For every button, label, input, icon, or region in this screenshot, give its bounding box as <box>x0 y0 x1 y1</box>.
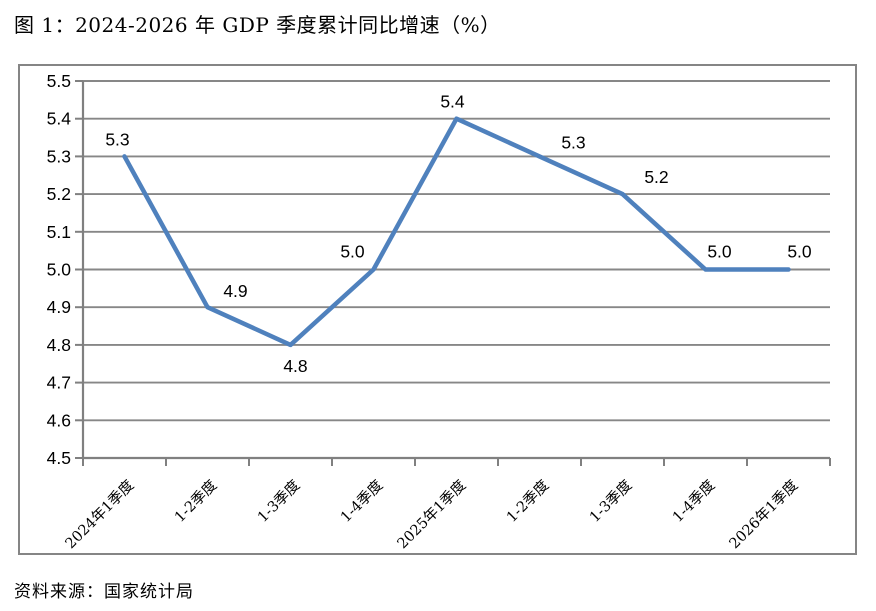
x-tick-label: 1-2季度 <box>171 477 220 526</box>
y-tick-label: 4.8 <box>47 335 71 355</box>
x-tick-label: 2026年1季度 <box>726 477 801 552</box>
data-label: 5.3 <box>561 132 585 152</box>
x-tick-label: 1-3季度 <box>254 477 303 526</box>
source-note: 资料来源：国家统计局 <box>14 582 194 602</box>
data-label: 5.0 <box>787 242 812 262</box>
y-tick-label: 5.3 <box>47 146 71 166</box>
data-label: 5.2 <box>644 167 668 187</box>
data-label: 5.0 <box>340 242 365 262</box>
data-label: 5.3 <box>105 129 129 149</box>
gdp-line-chart: 5.5 5.4 5.3 5.2 5.1 5.0 4.9 4.8 4.7 4.6 4.5 2024年1季… <box>47 71 831 552</box>
y-tick-label: 5.5 <box>47 71 71 91</box>
data-label: 5.4 <box>440 92 465 112</box>
x-tick-label: 1-3季度 <box>586 477 635 526</box>
series-line <box>122 116 791 348</box>
x-tick-label: 2024年1季度 <box>62 477 137 552</box>
y-tick-label: 5.1 <box>47 222 71 242</box>
chart-frame: 5.5 5.4 5.3 5.2 5.1 5.0 4.9 4.8 4.7 4.6 4.5 2024年1季… <box>18 64 857 555</box>
chart-title: 图 1：2024-2026 年 GDP 季度累计同比增速（%） <box>14 13 501 37</box>
y-tick-label: 4.9 <box>47 297 71 317</box>
y-tick-label: 5.4 <box>47 109 72 129</box>
x-tick-label: 1-2季度 <box>503 477 552 526</box>
y-tick-label: 4.5 <box>47 448 71 468</box>
data-label: 5.0 <box>707 242 732 262</box>
x-tick-label: 2025年1季度 <box>394 477 469 552</box>
y-tick-label: 5.0 <box>47 260 72 280</box>
x-tick-label: 1-4季度 <box>337 477 386 526</box>
y-tick-label: 4.6 <box>47 410 71 430</box>
data-label: 4.9 <box>223 281 247 301</box>
y-tick-label: 5.2 <box>47 184 71 204</box>
x-tick-label: 1-4季度 <box>669 477 718 526</box>
data-label: 4.8 <box>283 356 307 376</box>
y-tick-label: 4.7 <box>47 373 71 393</box>
